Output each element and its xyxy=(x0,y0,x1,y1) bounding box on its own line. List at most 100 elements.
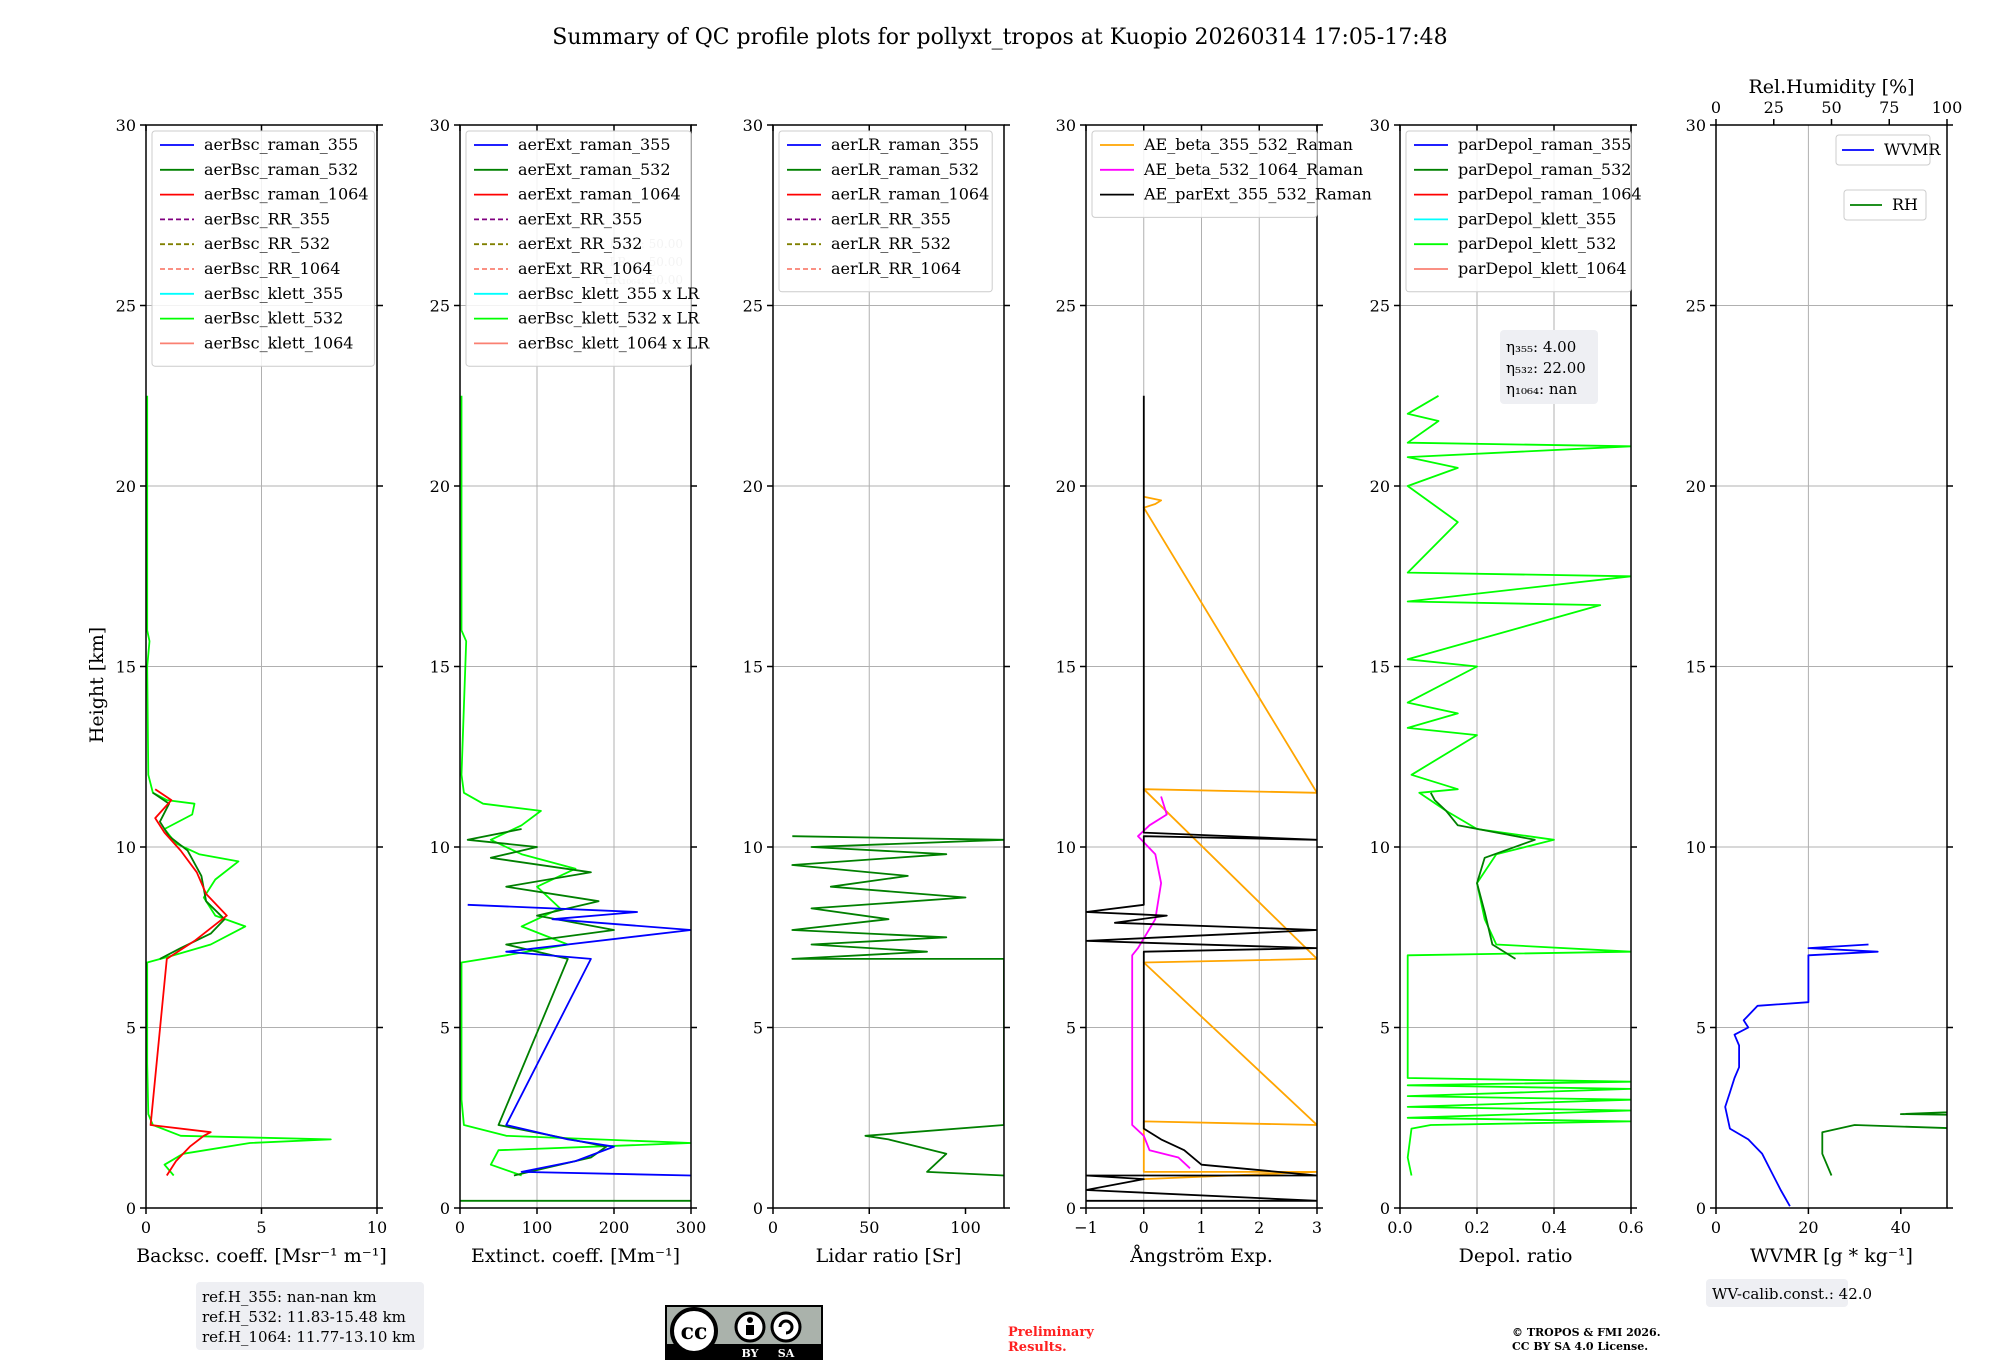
figure-title: Summary of QC profile plots for pollyxt_… xyxy=(552,25,1447,50)
x-tick-label: 1 xyxy=(1196,1218,1206,1237)
y-tick-label: 25 xyxy=(430,297,450,316)
y-tick-label: 5 xyxy=(1066,1019,1076,1038)
legend-label: aerExt_raman_1064 xyxy=(518,185,681,204)
legend-label: aerBsc_klett_1064 x LR xyxy=(518,333,710,352)
x-tick-label: 0 xyxy=(455,1218,465,1237)
cc-mark: cc xyxy=(681,1319,708,1345)
series-group xyxy=(1406,395,1631,1176)
legend-label: AE_beta_532_1064_Raman xyxy=(1143,160,1363,179)
legend-label: aerBsc_klett_532 x LR xyxy=(518,309,700,328)
legend-label: aerBsc_RR_532 xyxy=(204,234,330,253)
legend-label: WVMR xyxy=(1884,140,1941,159)
y-tick-label: 15 xyxy=(1056,658,1076,677)
y-tick-label: 30 xyxy=(1056,116,1076,135)
y-tick-label: 15 xyxy=(116,658,136,677)
y-tick-label: 5 xyxy=(753,1019,763,1038)
legend-label: parDepol_klett_1064 xyxy=(1458,259,1627,278)
y-tick-label: 0 xyxy=(126,1199,136,1218)
series-group xyxy=(460,395,691,1202)
y-tick-label: 10 xyxy=(116,838,136,857)
x-tick-label: 40 xyxy=(1891,1218,1911,1237)
y-tick-label: 25 xyxy=(1056,297,1076,316)
x-tick-label: 0.2 xyxy=(1464,1218,1489,1237)
x-axis-label: Extinct. coeff. [Mm⁻¹] xyxy=(471,1245,680,1267)
y-tick-label: 0 xyxy=(1380,1199,1390,1218)
preliminary-note-line2: Results. xyxy=(1008,1340,1067,1355)
legend-label: parDepol_klett_532 xyxy=(1458,234,1616,253)
series-line-aerBsc_klett_532 x LR xyxy=(460,395,691,1177)
eta-label: η₅₃₂: 22.00 xyxy=(1506,359,1586,377)
legend-label: aerBsc_raman_532 xyxy=(204,160,358,179)
top-x-tick-label: 50 xyxy=(1821,98,1841,117)
x-tick-label: 0 xyxy=(1139,1218,1149,1237)
x-tick-label: 0.0 xyxy=(1387,1218,1412,1237)
panel-bsc: 0 5 10 15 20 25 30 0 5 10 Backsc. coeff. [Msr⁻¹ m⁻… xyxy=(116,116,388,1267)
sa-share-alike-icon xyxy=(770,1311,802,1343)
series-line-parDepol_raman_532 xyxy=(1430,792,1536,960)
y-tick-label: 10 xyxy=(743,838,763,857)
y-tick-label: 10 xyxy=(430,838,450,857)
y-tick-label: 0 xyxy=(1066,1199,1076,1218)
ref-height-1064: ref.H_1064: 11.77-13.10 km xyxy=(202,1328,415,1346)
y-tick-label: 25 xyxy=(1686,297,1706,316)
x-tick-label: 0.4 xyxy=(1541,1218,1566,1237)
x-tick-label: 300 xyxy=(676,1218,707,1237)
y-axis-label: Height [km] xyxy=(86,627,108,743)
legend-label: aerBsc_raman_1064 xyxy=(204,185,369,204)
y-tick-label: 20 xyxy=(116,477,136,496)
top-x-tick-label: 100 xyxy=(1932,98,1963,117)
y-tick-label: 15 xyxy=(1370,658,1390,677)
y-tick-label: 20 xyxy=(743,477,763,496)
y-tick-label: 0 xyxy=(753,1199,763,1218)
series-line-aerExt_raman_355 xyxy=(467,903,691,1177)
y-tick-label: 30 xyxy=(430,116,450,135)
panel-lr: 0 5 10 15 20 25 30 0 50 100 Lidar ratio [Sr] aerLR_… xyxy=(743,116,1010,1267)
x-axis-label: WVMR [g * kg⁻¹] xyxy=(1750,1245,1913,1267)
legend-label: aerExt_raman_532 xyxy=(518,160,671,179)
y-tick-label: 10 xyxy=(1370,838,1390,857)
x-axis-label: Backsc. coeff. [Msr⁻¹ m⁻¹] xyxy=(136,1245,387,1267)
legend-label: aerBsc_RR_1064 xyxy=(204,259,340,278)
x-axis-label: Lidar ratio [Sr] xyxy=(816,1245,962,1267)
y-tick-label: 5 xyxy=(126,1019,136,1038)
legend-box xyxy=(778,130,993,293)
legend-label: aerLR_RR_1064 xyxy=(831,259,961,278)
series-line-aerBsc_klett_532 xyxy=(146,395,332,1177)
series-line-aerBsc_raman_532 xyxy=(152,792,226,960)
legend-label: aerLR_RR_532 xyxy=(831,234,951,253)
axes-frame xyxy=(772,124,1005,1209)
axes-frame xyxy=(1085,124,1318,1209)
legend-box xyxy=(151,130,375,367)
x-tick-label: 200 xyxy=(599,1218,630,1237)
legend-label: aerBsc_raman_355 xyxy=(204,135,358,154)
by-label: BY xyxy=(742,1347,759,1360)
x-tick-label: −1 xyxy=(1074,1218,1098,1237)
x-tick-label: 0 xyxy=(768,1218,778,1237)
calibration-box xyxy=(1706,1279,1848,1307)
y-tick-label: 5 xyxy=(1380,1019,1390,1038)
y-tick-label: 15 xyxy=(1686,658,1706,677)
series-group xyxy=(1086,395,1317,1202)
series-line-aerExt_raman_532 xyxy=(466,828,615,1177)
series-group xyxy=(1724,943,1947,1207)
legend-label: aerExt_raman_355 xyxy=(518,135,671,154)
x-tick-label: 0.6 xyxy=(1618,1218,1643,1237)
top-x-axis-label: Rel.Humidity [%] xyxy=(1748,76,1914,98)
legend-label: parDepol_klett_355 xyxy=(1458,209,1616,228)
series-line-WVMR xyxy=(1724,943,1879,1207)
series-line-RH xyxy=(1821,1111,1947,1176)
x-tick-label: 10 xyxy=(367,1218,387,1237)
eta-box xyxy=(1500,330,1598,404)
series-line-aerLR_raman_532 xyxy=(791,835,1004,1177)
legend-label: aerLR_raman_355 xyxy=(831,135,979,154)
x-tick-label: 0 xyxy=(1711,1218,1721,1237)
x-tick-label: 100 xyxy=(950,1218,981,1237)
axes-frame xyxy=(1399,124,1632,1209)
y-tick-label: 20 xyxy=(430,477,450,496)
legend-label: aerExt_RR_355 xyxy=(518,209,642,228)
y-tick-label: 0 xyxy=(1696,1199,1706,1218)
panel-wv: 0 5 10 15 20 25 30 0 20 40 WVMR [g * kg⁻¹] 0 25 50 75 1… xyxy=(1686,76,1963,1307)
series-line-AE_beta_532_1064_Raman xyxy=(1131,796,1191,1169)
